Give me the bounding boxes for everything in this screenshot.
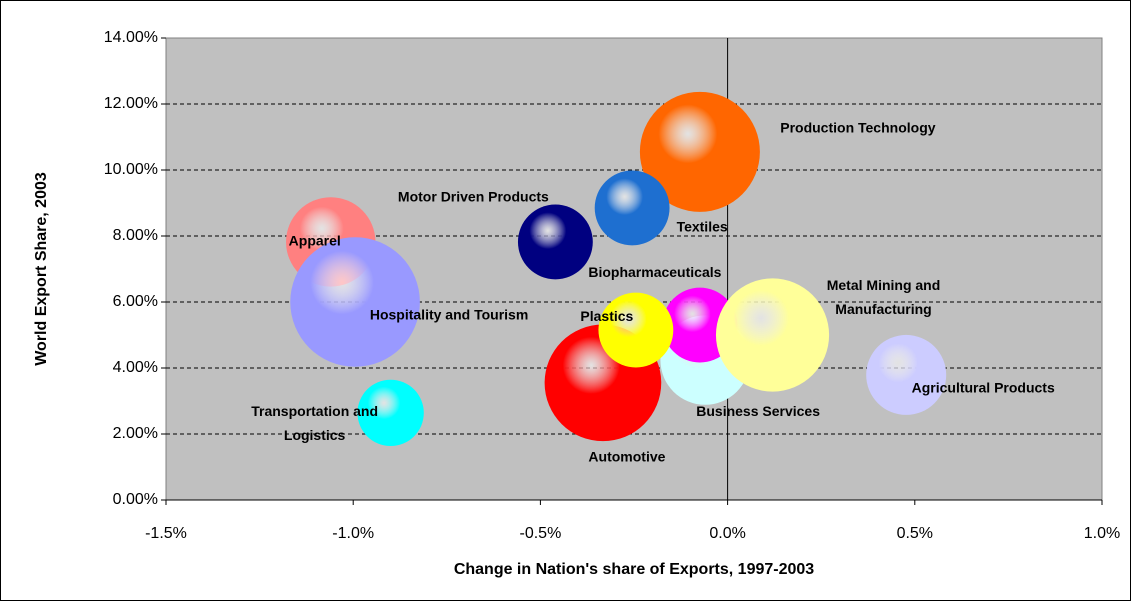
bubble-label: Motor Driven Products — [398, 189, 549, 205]
bubble-label: Business Services — [696, 403, 820, 419]
x-tick-label: 1.0% — [1084, 525, 1120, 542]
labels: Production Technology Textiles Motor Drive… — [251, 120, 1055, 465]
x-tick-label: 0.5% — [897, 525, 933, 542]
bubbles — [286, 91, 947, 447]
bubble-label: Plastics — [580, 308, 633, 324]
bubble-label: Hospitality and Tourism — [370, 307, 528, 323]
y-tick-label: 0.00% — [113, 491, 158, 508]
bubble-label: Metal Mining and Manufacturing — [827, 277, 941, 317]
y-tick-label: 12.00% — [104, 95, 158, 112]
bubble — [517, 204, 593, 280]
bubble-label: Production Technology — [780, 120, 936, 136]
bubble-label: Agricultural Products — [912, 380, 1055, 396]
x-axis-title: Change in Nation's share of Exports, 199… — [454, 561, 814, 578]
y-tick-label: 14.00% — [104, 29, 158, 46]
bubble — [639, 91, 760, 212]
y-tick-label: 6.00% — [113, 293, 158, 310]
x-tick-label: 0.0% — [709, 525, 745, 542]
y-tick-label: 2.00% — [113, 425, 158, 442]
bubble — [290, 237, 420, 367]
grid — [161, 37, 1103, 505]
bubble-label: Textiles — [677, 219, 728, 235]
bubble-label: Apparel — [289, 233, 341, 249]
bubble-label: Transportation and Logistics — [251, 403, 378, 443]
x-tick-label: -0.5% — [520, 525, 562, 542]
y-axis-title: World Export Share, 2003 — [33, 172, 50, 366]
bubble — [594, 170, 670, 246]
x-tick-label: -1.0% — [332, 525, 374, 542]
bubble — [866, 334, 947, 415]
bubble — [715, 278, 830, 392]
bubble-label: Automotive — [588, 449, 665, 465]
x-tick-label: -1.5% — [145, 525, 187, 542]
y-tick-label: 8.00% — [113, 227, 158, 244]
bubble — [598, 292, 674, 368]
y-tick-label: 10.00% — [104, 161, 158, 178]
y-tick-label: 4.00% — [113, 359, 158, 376]
bubble — [357, 379, 424, 447]
bubble-label: Biopharmaceuticals — [588, 264, 721, 280]
